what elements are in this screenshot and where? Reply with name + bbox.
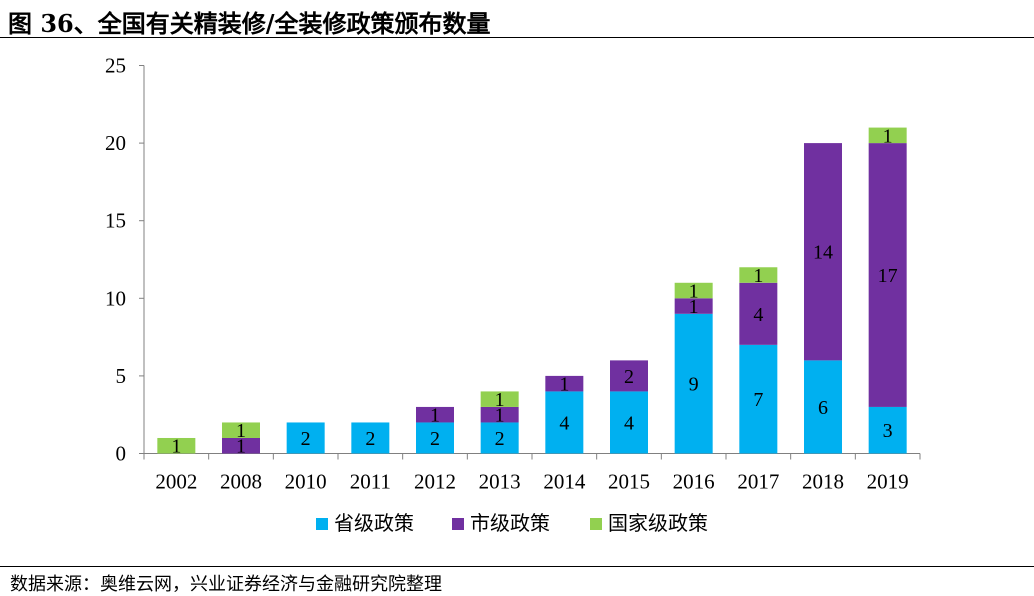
x-tick-label: 2012 — [414, 470, 456, 494]
bar-segment — [674, 298, 713, 314]
data-label: 2 — [430, 428, 440, 450]
x-tick-label: 2008 — [220, 470, 262, 494]
bar-segment — [868, 406, 907, 454]
legend-label: 市级政策 — [470, 512, 550, 535]
data-label: 1 — [753, 265, 763, 287]
x-tick-label: 2017 — [737, 470, 779, 494]
legend-swatch — [452, 518, 464, 530]
bar-segment — [674, 282, 713, 299]
legend-swatch — [316, 518, 328, 530]
bar-segment — [480, 406, 519, 423]
data-label: 1 — [559, 374, 569, 396]
data-label: 2 — [624, 366, 634, 388]
data-label: 14 — [813, 242, 833, 264]
bar-segment — [545, 391, 584, 454]
data-label: 2 — [365, 428, 375, 450]
bar-segment — [222, 422, 260, 438]
bar-segment — [351, 422, 390, 454]
bar-segment — [868, 127, 907, 144]
y-tick-label: 20 — [105, 131, 126, 155]
bar-segment — [545, 375, 584, 392]
x-tick-label: 2011 — [350, 470, 391, 494]
data-label: 2 — [301, 428, 311, 450]
bar-segment — [739, 344, 778, 454]
data-label: 7 — [753, 389, 763, 411]
x-tick-label: 2013 — [479, 470, 521, 494]
bar-segment — [868, 143, 907, 407]
data-label: 1 — [171, 436, 181, 458]
x-tick-label: 2014 — [543, 470, 586, 494]
bar-segment — [222, 437, 260, 454]
bar-segment — [610, 360, 648, 392]
bar-segment — [804, 360, 842, 454]
y-tick-label: 0 — [116, 442, 127, 466]
data-label: 1 — [236, 420, 246, 442]
x-tick-label: 2016 — [673, 470, 715, 494]
bar-segment — [480, 391, 519, 407]
bar-segment — [674, 313, 713, 454]
y-tick-label: 10 — [105, 286, 126, 310]
bar-segment — [286, 422, 325, 454]
data-label: 9 — [689, 374, 699, 396]
data-label: 4 — [624, 412, 634, 434]
data-label: 1 — [495, 389, 505, 411]
bar-segment — [416, 422, 454, 454]
x-tick-label: 2018 — [802, 470, 844, 494]
bar-segment — [416, 406, 454, 423]
data-label: 1 — [689, 296, 699, 318]
data-label: 1 — [236, 436, 246, 458]
data-label: 2 — [495, 428, 505, 450]
x-tick-label: 2019 — [867, 470, 909, 494]
bar-segment — [739, 282, 778, 345]
data-label: 1 — [689, 281, 699, 303]
stacked-bar-chart: 0 5 10 15 20 25 2002 2008 2010 2011 2012 2013 2014 20… — [105, 54, 921, 535]
x-tick-label: 2015 — [608, 470, 650, 494]
y-tick-label: 25 — [105, 54, 126, 78]
x-tick-label: 2010 — [285, 470, 327, 494]
data-label: 4 — [753, 304, 763, 326]
legend-swatch — [590, 518, 602, 530]
title-rule — [0, 37, 1034, 38]
data-label: 1 — [430, 405, 440, 427]
data-label: 1 — [883, 125, 893, 147]
legend-label: 国家级政策 — [608, 512, 708, 535]
bar-segment — [610, 391, 648, 454]
y-tick-label: 15 — [105, 209, 126, 233]
data-label: 1 — [495, 405, 505, 427]
source-rule — [0, 566, 1034, 567]
data-label: 3 — [883, 420, 893, 442]
bar-segment — [157, 437, 196, 454]
y-tick-label: 5 — [116, 364, 127, 388]
legend-label: 省级政策 — [334, 512, 414, 535]
chart-title: 图 36、全国有关精装修/全装修政策颁布数量 — [8, 9, 491, 38]
data-label: 17 — [878, 265, 898, 287]
data-label: 6 — [818, 397, 828, 419]
data-label: 4 — [559, 412, 569, 434]
bar-segment — [480, 422, 519, 454]
bar-segment — [739, 267, 778, 283]
source-note: 数据来源：奥维云网，兴业证券经济与金融研究院整理 — [10, 574, 442, 595]
bar-segment — [804, 143, 842, 361]
x-tick-label: 2002 — [155, 470, 197, 494]
